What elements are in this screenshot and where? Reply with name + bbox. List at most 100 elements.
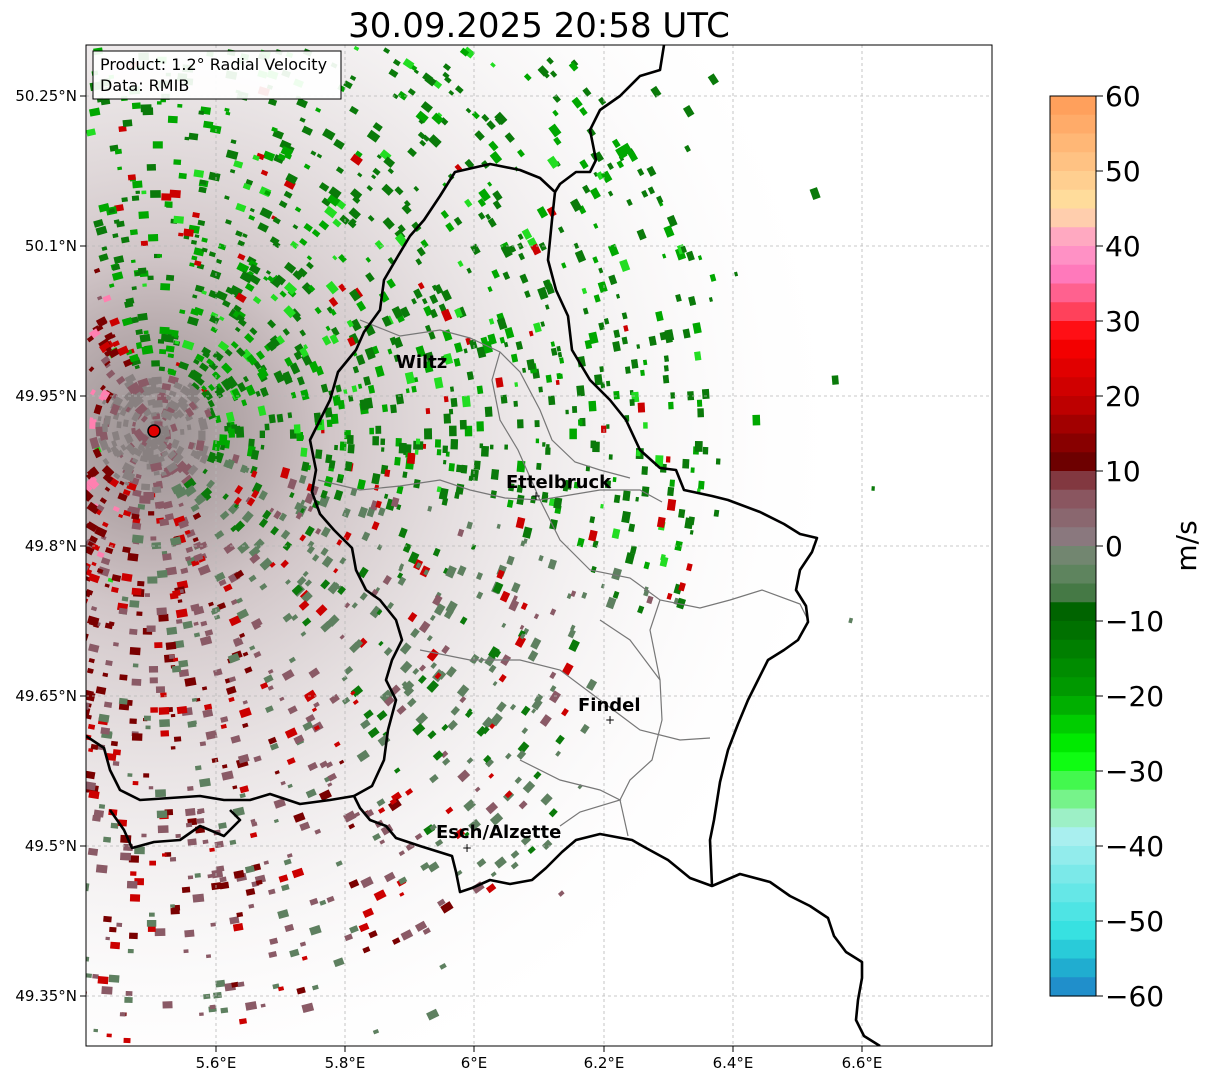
radar-pixel bbox=[619, 259, 631, 273]
radar-pixel bbox=[149, 677, 158, 684]
radar-pixel bbox=[426, 635, 433, 642]
radar-pixel bbox=[228, 428, 236, 438]
radar-pixel bbox=[488, 140, 499, 152]
radar-pixel bbox=[713, 509, 720, 517]
radar-pixel bbox=[487, 181, 493, 187]
radar-pixel bbox=[198, 186, 207, 194]
radar-pixel bbox=[283, 281, 298, 295]
radar-pixel bbox=[135, 271, 141, 276]
radar-pixel bbox=[490, 469, 500, 480]
radar-pixel bbox=[578, 419, 583, 426]
radar-pixel bbox=[496, 317, 508, 331]
radar-pixel bbox=[238, 707, 252, 719]
radar-pixel bbox=[384, 871, 396, 883]
radar-pixel bbox=[318, 789, 332, 802]
lat-tick-label: 49.35°N bbox=[15, 987, 77, 1005]
radar-pixel bbox=[201, 385, 207, 391]
radar-pixel bbox=[262, 509, 272, 520]
radar-pixel bbox=[131, 534, 144, 544]
colorbar-band bbox=[1050, 902, 1096, 922]
radar-pixel bbox=[100, 727, 111, 735]
colorbar-band bbox=[1050, 696, 1096, 716]
radar-pixel bbox=[201, 686, 208, 691]
radar-pixel bbox=[571, 96, 583, 109]
radar-velocity-layer bbox=[86, 45, 992, 1046]
radar-pixel bbox=[105, 369, 116, 379]
radar-pixel bbox=[478, 188, 491, 202]
radar-pixel bbox=[350, 153, 363, 166]
radar-pixel bbox=[193, 632, 201, 638]
product-info-box: Product: 1.2° Radial Velocity Data: RMIB bbox=[92, 50, 342, 100]
radar-pixel bbox=[143, 715, 151, 721]
radar-pixel bbox=[159, 719, 170, 728]
radar-pixel bbox=[300, 499, 306, 506]
radar-pixel bbox=[534, 420, 540, 428]
radar-pixel bbox=[108, 974, 120, 983]
colorbar-band bbox=[1050, 302, 1096, 322]
radar-pixel bbox=[165, 274, 175, 281]
radar-pixel bbox=[642, 359, 648, 366]
radar-pixel bbox=[489, 712, 503, 727]
radar-pixel bbox=[172, 589, 181, 597]
radar-pixel bbox=[135, 190, 141, 194]
radar-pixel bbox=[307, 284, 316, 293]
radar-pixel bbox=[443, 567, 449, 575]
radar-pixel bbox=[349, 288, 361, 302]
radar-pixel bbox=[88, 748, 94, 753]
radar-pixel bbox=[242, 722, 249, 729]
radar-pixel bbox=[159, 349, 167, 355]
radar-pixel bbox=[212, 350, 224, 362]
radar-pixel bbox=[359, 398, 369, 411]
radar-pixel bbox=[347, 434, 354, 444]
radar-pixel bbox=[141, 833, 147, 838]
radar-pixel bbox=[280, 466, 291, 479]
radar-pixel bbox=[137, 312, 148, 322]
radar-pixel bbox=[161, 853, 167, 857]
radar-pixel bbox=[334, 444, 338, 451]
radar-pixel bbox=[92, 973, 99, 979]
radar-pixel bbox=[468, 818, 481, 832]
radar-pixel bbox=[158, 707, 170, 715]
radar-pixel bbox=[552, 109, 559, 117]
radar-pixel bbox=[126, 880, 138, 889]
radar-pixel bbox=[87, 540, 95, 548]
radar-pixel bbox=[159, 326, 170, 335]
radar-pixel bbox=[97, 416, 102, 422]
radar-pixel bbox=[184, 929, 195, 938]
radar-pixel bbox=[306, 255, 313, 261]
radar-pixel bbox=[175, 833, 181, 838]
radar-pixel bbox=[413, 377, 419, 383]
radar-pixel bbox=[220, 1007, 229, 1014]
colorbar-tick-label: 0 bbox=[1105, 530, 1123, 563]
radar-pixel bbox=[180, 429, 185, 435]
radar-pixel bbox=[486, 120, 496, 130]
lon-tick-label: 6.2°E bbox=[584, 1054, 625, 1072]
radar-pixel bbox=[426, 648, 440, 662]
radar-pixel bbox=[118, 125, 127, 133]
radar-pixel bbox=[217, 243, 227, 251]
radar-pixel bbox=[487, 286, 493, 293]
colorbar-band bbox=[1050, 227, 1096, 247]
radar-pixel bbox=[150, 462, 163, 472]
radar-pixel bbox=[482, 716, 494, 729]
lat-tick-label: 50.25°N bbox=[15, 87, 77, 105]
colorbar-band bbox=[1050, 977, 1096, 997]
radar-pixel bbox=[665, 456, 671, 463]
city-label-ettelbruck: Ettelbruck bbox=[506, 472, 612, 493]
radar-pixel bbox=[132, 489, 142, 497]
radar-pixel bbox=[233, 569, 245, 580]
radar-pixel bbox=[238, 1018, 247, 1025]
colorbar-band bbox=[1050, 358, 1096, 378]
radar-pixel bbox=[112, 505, 120, 513]
radar-pixel bbox=[502, 271, 511, 281]
radar-pixel bbox=[169, 536, 182, 546]
radar-pixel bbox=[117, 405, 123, 411]
radar-pixel bbox=[237, 981, 245, 988]
radar-pixel bbox=[211, 869, 224, 879]
radar-pixel bbox=[273, 154, 285, 164]
colorbar-tick-label: 20 bbox=[1105, 380, 1141, 413]
radar-pixel bbox=[289, 362, 301, 375]
radar-pixel bbox=[223, 583, 233, 593]
radar-pixel bbox=[661, 253, 667, 259]
radar-pixel bbox=[147, 576, 158, 584]
